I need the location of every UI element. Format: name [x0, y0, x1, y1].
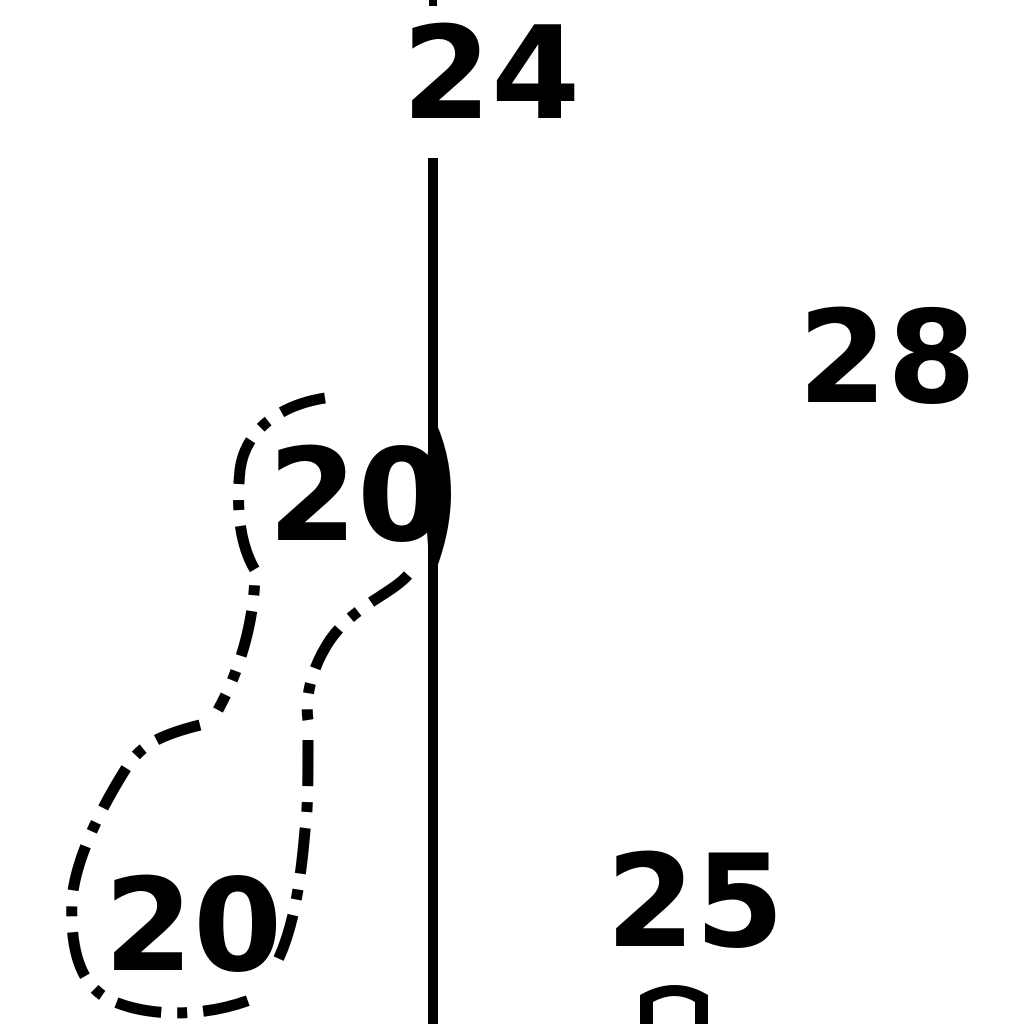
sounding-20-lower: 20 [104, 852, 282, 1001]
line-wedge-marker [426, 414, 451, 580]
dash-dot-contour-lower [66, 719, 314, 1019]
sounding-20-upper: 20 [268, 422, 446, 571]
dash-dot-contour-upper [213, 392, 413, 721]
sounding-25: 25 [606, 828, 784, 977]
top-tick-mark [429, 0, 437, 6]
sounding-24: 24 [402, 0, 580, 149]
partial-letter-symbol [640, 985, 708, 1024]
vertical-line [428, 158, 438, 1024]
sounding-28: 28 [798, 284, 976, 433]
